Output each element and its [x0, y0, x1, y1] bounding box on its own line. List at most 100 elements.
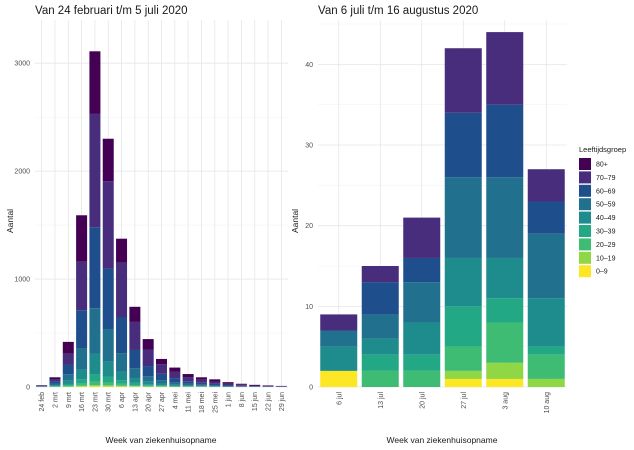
bar-segment-30-mrt-2	[102, 382, 114, 386]
left-y-axis-title: Aantal	[5, 209, 15, 233]
bar-segment-20-apr-7	[142, 349, 154, 367]
bar-segment-2-mrt-4	[49, 385, 61, 387]
bar-segment-13-jul-5	[361, 314, 399, 339]
bar-segment-11-mei-7	[182, 377, 194, 382]
bar-segment-27-jul-2	[444, 346, 482, 371]
bar-segment-6-apr-8	[116, 238, 128, 263]
right-chart-title: Van 6 juli t/m 16 augustus 2020	[318, 5, 478, 17]
legend-swatch-2	[579, 184, 591, 197]
bar-segment-20-jul-6	[403, 257, 441, 283]
legend-swatch-5	[579, 225, 591, 237]
bar-segment-9-mrt-5	[62, 374, 74, 381]
bar-segment-27-apr-2	[156, 386, 167, 387]
bar-segment-18-mei-7	[195, 379, 207, 383]
bar-segment-18-mei-8	[195, 377, 207, 380]
left-x-axis-title: Week van ziekenhuisopname	[106, 435, 217, 445]
bar-segment-13-apr-3	[129, 382, 141, 386]
right-y-axis-title: Aantal	[290, 209, 300, 233]
x-tick-label: 2 mrt	[52, 392, 59, 408]
bar-segment-18-mei-6	[195, 382, 207, 385]
legend-label-2: 60–69	[596, 188, 616, 195]
bar-segment-6-apr-6	[116, 317, 128, 354]
x-tick-label: 20 apr	[146, 391, 153, 412]
bar-segment-4-mei-5	[169, 382, 181, 385]
bar-segment-18-mei-4	[195, 385, 207, 387]
bar-segment-6-apr-5	[116, 353, 128, 372]
bar-segment-20-apr-3	[142, 384, 154, 386]
bar-segment-10-aug-6	[527, 201, 565, 234]
bar-segment-11-mei-8	[182, 374, 194, 378]
legend-label-5: 30–39	[596, 229, 616, 236]
bar-segment-3-aug-5	[486, 177, 524, 258]
bar-segment-10-aug-5	[527, 233, 565, 299]
bar-segment-27-jul-3	[444, 306, 482, 347]
bar-segment-3-aug-7	[486, 32, 524, 105]
x-tick-label: 24 feb	[39, 392, 46, 412]
x-tick-label: 4 mei	[172, 392, 179, 410]
bar-segment-13-jul-3	[361, 354, 399, 371]
bar-segment-3-aug-6	[486, 104, 524, 178]
legend-swatch-4	[579, 211, 591, 224]
bar-segment-13-apr-8	[129, 306, 141, 322]
bar-segment-20-jul-7	[403, 217, 441, 258]
bar-segment-6-jul-5	[320, 330, 358, 347]
legend-label-4: 40–49	[596, 215, 616, 222]
bar-segment-1-jun-6	[222, 385, 234, 387]
bar-segment-27-jul-5	[444, 177, 482, 258]
bar-segment-27-jul-6	[444, 112, 482, 178]
bar-segment-20-apr-6	[142, 366, 154, 377]
bar-segment-13-apr-6	[129, 349, 141, 369]
bar-segment-10-aug-2	[527, 354, 565, 379]
bar-segment-10-aug-7	[527, 169, 565, 202]
bar-segment-27-apr-7	[156, 364, 167, 374]
bar-segment-13-jul-6	[361, 282, 399, 315]
x-tick-label: 6 apr	[119, 391, 126, 408]
bar-segment-27-jul-0	[444, 378, 482, 387]
bar-segment-16-mrt-3	[76, 379, 88, 384]
bar-segment-13-apr-7	[129, 321, 141, 350]
x-tick-label: 23 mrt	[92, 392, 99, 412]
bar-segment-30-mrt-3	[102, 376, 114, 383]
bar-segment-9-mrt-8	[62, 341, 74, 354]
bar-segment-2-mrt-8	[49, 377, 61, 380]
bar-segment-1-jun-8	[222, 382, 234, 384]
bar-segment-13-jul-4	[361, 338, 399, 355]
bar-segment-13-jul-7	[361, 266, 399, 283]
x-tick-label: 13 apr	[132, 391, 139, 412]
legend-label-7: 10–19	[596, 255, 616, 262]
bar-segment-23-mrt-5	[89, 308, 101, 354]
bar-segment-27-apr-3	[156, 385, 167, 387]
y-tick-label: 40	[305, 62, 313, 69]
bar-segment-18-mei-5	[195, 384, 207, 386]
x-tick-label: 6 jul	[336, 392, 343, 405]
bar-segment-4-mei-4	[169, 384, 181, 386]
legend-label-3: 50–59	[596, 202, 616, 209]
x-tick-label: 16 mrt	[79, 392, 86, 412]
bar-segment-13-apr-4	[129, 378, 141, 383]
bar-segment-6-jul-4	[320, 346, 358, 371]
bar-segment-9-mrt-3	[62, 383, 74, 386]
bar-segment-27-jul-4	[444, 257, 482, 307]
bar-segment-2-mrt-7	[49, 379, 61, 382]
bar-segment-23-mrt-3	[89, 374, 101, 382]
bar-segment-9-mrt-4	[62, 380, 74, 384]
x-tick-label: 27 jul	[461, 392, 468, 409]
bar-segment-6-apr-2	[116, 383, 128, 386]
bar-segment-30-mrt-1	[102, 385, 114, 387]
bar-segment-23-mrt-4	[89, 353, 101, 375]
bar-segment-25-mei-5	[209, 385, 221, 387]
legend-label-8: 0–9	[596, 269, 608, 276]
bar-segment-25-mei-6	[209, 383, 221, 386]
bar-segment-20-apr-5	[142, 376, 154, 382]
bar-segment-16-mrt-4	[76, 369, 88, 380]
legend-swatch-1	[579, 171, 591, 184]
x-tick-label: 30 mrt	[106, 392, 113, 412]
bar-segment-8-jun-6	[235, 385, 247, 387]
bar-segment-1-jun-5	[222, 386, 234, 387]
bar-segment-16-mrt-2	[76, 383, 88, 386]
bar-segment-4-mei-8	[169, 367, 181, 372]
bar-segment-23-mrt-0	[89, 386, 101, 387]
bar-segment-16-mrt-5	[76, 348, 88, 370]
bar-segment-16-mrt-8	[76, 215, 88, 262]
right-x-axis-title: Week van ziekenhuisopname	[387, 435, 498, 445]
